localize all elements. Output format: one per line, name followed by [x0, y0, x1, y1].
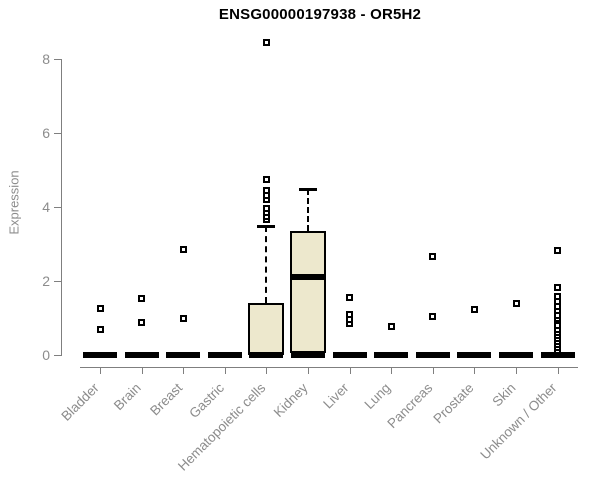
y-tick	[54, 355, 61, 356]
y-tick	[54, 133, 61, 134]
zero-median-bar	[415, 352, 450, 358]
median-line	[290, 274, 326, 281]
x-tick	[349, 368, 351, 374]
y-axis-label: Expression	[6, 170, 22, 235]
x-tick-label-text: Lung	[361, 380, 394, 413]
zero-median-bar	[332, 352, 367, 358]
x-tick	[516, 368, 517, 374]
outlier-point	[429, 252, 437, 260]
outlier-point	[179, 314, 187, 322]
y-axis-line	[61, 59, 62, 356]
whisker	[265, 225, 268, 304]
outlier-point	[262, 205, 270, 213]
outlier-point	[138, 318, 146, 326]
whisker	[307, 188, 309, 232]
x-tick-label-text: Unknown / Other	[477, 380, 560, 463]
outlier-point	[346, 294, 354, 302]
outlier-point	[262, 175, 270, 183]
outlier-point	[262, 38, 270, 46]
outlier-point	[179, 246, 187, 254]
zero-median-bar	[499, 352, 533, 358]
chart-title: ENSG00000197938 - OR5H2	[218, 6, 422, 23]
outlier-point	[346, 310, 354, 318]
x-tick	[183, 368, 185, 374]
y-tick-label: 8	[42, 51, 50, 67]
x-tick	[308, 368, 309, 374]
x-tick-label-text: Prostate	[430, 380, 477, 427]
outlier-point	[138, 295, 146, 303]
y-tick-label: 2	[42, 273, 50, 289]
zero-median-bar	[124, 352, 159, 358]
outlier-point	[554, 321, 562, 329]
x-tick-label-text: Pancreas	[384, 380, 436, 432]
x-tick	[100, 368, 101, 374]
zero-median-bar	[83, 352, 117, 358]
x-tick	[474, 368, 476, 374]
outlier-point	[96, 326, 104, 334]
zero-median-bar	[291, 352, 325, 358]
outlier-point	[554, 247, 562, 255]
y-tick-label: 0	[42, 347, 50, 363]
whisker-cap	[257, 224, 276, 228]
x-tick	[557, 368, 559, 374]
outlier-point	[262, 186, 270, 194]
y-tick	[54, 281, 61, 282]
x-tick	[266, 368, 268, 374]
zero-median-bar	[374, 352, 409, 358]
whisker-cap	[299, 187, 317, 191]
outlier-point	[429, 312, 437, 320]
x-tick	[141, 368, 143, 374]
y-tick-label: 6	[42, 125, 50, 141]
outlier-point	[554, 293, 562, 301]
y-tick	[54, 59, 61, 60]
x-tick-label-text: Bladder	[58, 380, 103, 424]
x-tick	[432, 368, 434, 374]
outlier-point	[387, 323, 395, 331]
outlier-point	[512, 299, 520, 307]
outlier-point	[470, 306, 478, 314]
x-tick-label-text: Gastric	[186, 380, 228, 422]
x-tick-label-text: Breast	[147, 380, 186, 419]
x-tick	[391, 368, 393, 374]
y-tick	[54, 207, 61, 208]
y-tick-label: 4	[42, 199, 50, 215]
boxplot-box	[248, 303, 285, 355]
x-tick-label-text: Liver	[320, 380, 352, 412]
outlier-point	[554, 283, 562, 291]
zero-median-bar	[166, 352, 201, 358]
zero-median-bar	[249, 352, 284, 358]
outlier-point	[96, 304, 104, 312]
x-tick-label-text: Skin	[489, 380, 519, 410]
x-tick	[224, 368, 226, 374]
zero-median-bar	[457, 352, 492, 358]
x-tick-label-text: Brain	[111, 380, 144, 414]
x-tick-label-text: Kidney	[270, 380, 311, 420]
zero-median-bar	[207, 352, 242, 358]
zero-median-bar	[540, 352, 575, 358]
x-axis-line	[80, 367, 578, 368]
boxplot-box	[290, 231, 326, 354]
